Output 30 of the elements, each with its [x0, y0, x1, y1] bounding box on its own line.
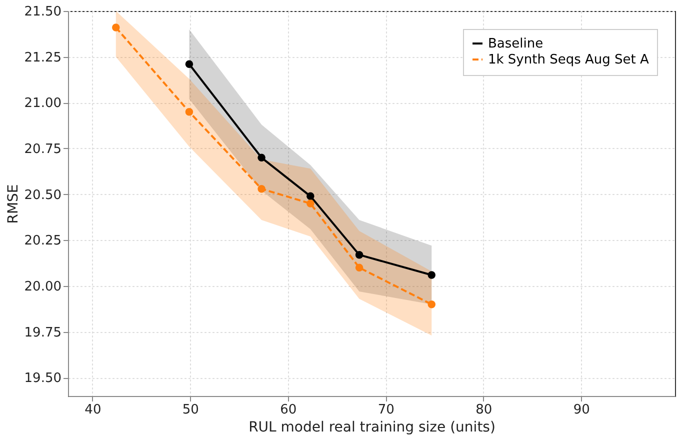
- point: [258, 184, 266, 193]
- y-tick-label: 20.50: [24, 188, 62, 203]
- y-axis-title: RMSE: [5, 184, 22, 224]
- x-tick-label: 80: [476, 402, 492, 418]
- point: [258, 154, 266, 162]
- y-tick-label: 21.00: [24, 96, 62, 112]
- point: [428, 271, 436, 279]
- legend-label: Baseline: [488, 36, 544, 52]
- y-tick-label: 20.75: [24, 142, 62, 157]
- y-tick-label: 21.25: [24, 50, 62, 66]
- x-tick-label: 70: [378, 402, 394, 418]
- x-tick-label: 40: [84, 402, 102, 418]
- x-tick-label: 90: [573, 402, 590, 418]
- y-tick-label: 20.25: [24, 234, 62, 249]
- point: [112, 24, 120, 32]
- x-tick-label: 60: [280, 402, 297, 418]
- point: [185, 108, 194, 116]
- y-tick-label: 21.50: [24, 4, 62, 20]
- legend-label: 1k Synth Seqs Aug Set A: [488, 52, 649, 68]
- y-tick-label: 19.50: [24, 371, 62, 386]
- point: [355, 264, 364, 272]
- y-tick-label: 19.75: [24, 325, 62, 340]
- point: [306, 192, 314, 200]
- x-tick-label: 50: [182, 402, 199, 418]
- point: [428, 300, 436, 308]
- point: [306, 200, 314, 208]
- point: [185, 60, 194, 68]
- point: [355, 250, 364, 259]
- y-tick-label: 20.00: [24, 280, 62, 294]
- x-axis-title: RUL model real training size (units): [248, 420, 496, 436]
